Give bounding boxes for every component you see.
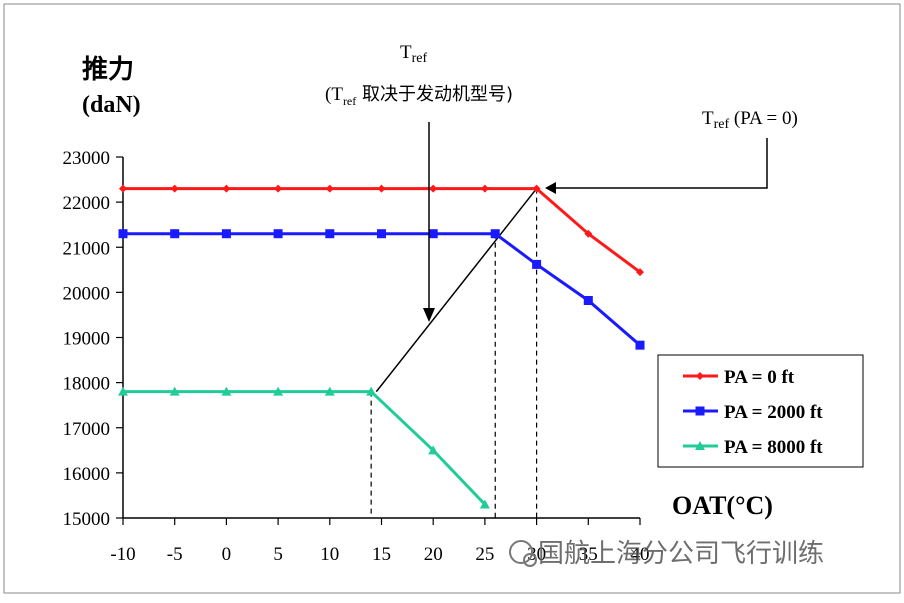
watermark: 国航上海分公司飞行训练 xyxy=(509,539,824,569)
tref-pa0-arrow-head xyxy=(545,182,556,194)
series-3 xyxy=(118,386,490,509)
svg-text:Tref: Tref xyxy=(400,42,427,66)
diamond-marker xyxy=(584,229,593,238)
tref-annotation: Tref (Tref 取决于发动机型号) xyxy=(325,42,513,322)
axes: -10 -5 0 5 10 15 20 25 30 35 401500016000170001800… xyxy=(63,148,650,565)
tref-pa0-arrow-line xyxy=(552,138,768,189)
square-marker xyxy=(325,229,335,239)
svg-text:(Tref 取决于发动机型号): (Tref 取决于发动机型号) xyxy=(325,84,513,108)
triangle-marker xyxy=(273,386,284,396)
diamond-marker xyxy=(429,184,438,193)
watermark-logo-icon xyxy=(509,540,533,564)
diamond-marker xyxy=(696,372,704,380)
square-marker xyxy=(273,229,283,239)
tref-engine-rest: 取决于发动机型号) xyxy=(356,84,513,105)
legend: PA = 0 ft PA = 2000 ft PA = 8000 ft xyxy=(657,354,864,468)
x-tick-label: 15 xyxy=(372,544,391,565)
y-tick-label: 15000 xyxy=(63,509,111,530)
y-tick-label: 20000 xyxy=(63,283,111,304)
diamond-marker xyxy=(480,184,489,193)
diamond-marker xyxy=(222,184,231,193)
tref-label: T xyxy=(400,42,412,63)
chart-border xyxy=(3,3,901,594)
y-tick-label: 19000 xyxy=(63,329,111,350)
legend-item: PA = 2000 ft xyxy=(683,402,823,423)
triangle-marker xyxy=(695,441,705,450)
legend-label: PA = 2000 ft xyxy=(724,402,823,423)
tref-pa0-sub: ref xyxy=(714,117,730,132)
triangle-marker xyxy=(221,386,232,396)
tref-pa0-label: T xyxy=(702,108,714,129)
watermark-text: 国航上海分公司飞行训练 xyxy=(538,539,824,569)
square-marker xyxy=(221,229,231,239)
diamond-marker xyxy=(119,184,127,193)
y-tick-label: 17000 xyxy=(63,419,111,440)
x-tick-label: 20 xyxy=(424,544,443,565)
triangle-marker xyxy=(324,386,335,396)
square-marker xyxy=(583,295,593,305)
tref-engine-sub: ref xyxy=(343,94,356,108)
square-marker xyxy=(118,229,128,239)
triangle-marker xyxy=(428,445,439,455)
watermark-logo-dot-icon xyxy=(523,553,537,567)
legend-label: PA = 0 ft xyxy=(724,367,795,388)
series-layer xyxy=(118,184,645,509)
y-tick-label: 18000 xyxy=(63,374,111,395)
diamond-marker xyxy=(377,184,386,193)
series-2 xyxy=(118,229,645,350)
guide-lines xyxy=(370,188,538,518)
x-tick-label: 10 xyxy=(320,544,339,565)
x-axis-title: OAT(°C) xyxy=(672,491,773,520)
legend-label: PA = 8000 ft xyxy=(724,437,823,458)
legend-item: PA = 0 ft xyxy=(683,367,795,388)
svg-text:Tref (PA = 0): Tref (PA = 0) xyxy=(702,108,798,132)
triangle-marker xyxy=(366,386,377,396)
x-tick-label: 0 xyxy=(222,544,232,565)
triangle-marker xyxy=(118,386,128,396)
y-axis-title: 推力 xyxy=(82,55,134,84)
square-marker xyxy=(532,259,542,269)
diamond-marker xyxy=(325,184,334,193)
x-tick-label: 25 xyxy=(475,544,494,565)
square-marker xyxy=(490,229,500,239)
square-marker xyxy=(170,229,180,239)
series-line xyxy=(123,232,641,347)
y-tick-label: 21000 xyxy=(63,238,111,259)
tref-engine-open: (T xyxy=(325,84,343,105)
tref-pa0-annotation: Tref (PA = 0) xyxy=(545,108,798,194)
diamond-marker xyxy=(636,268,644,277)
x-tick-label: 5 xyxy=(273,544,283,565)
diamond-marker xyxy=(170,184,179,193)
triangle-marker xyxy=(479,499,490,509)
x-tick-label: -5 xyxy=(167,544,183,565)
tref-arrow-head xyxy=(423,308,435,322)
tref-slope-line xyxy=(375,188,538,393)
y-axis-unit: (daN) xyxy=(82,92,141,118)
tref-sub: ref xyxy=(412,51,428,66)
series-1 xyxy=(119,184,644,277)
y-tick-label: 22000 xyxy=(63,193,111,214)
y-tick-label: 23000 xyxy=(63,148,111,169)
square-marker xyxy=(428,229,438,239)
series-line xyxy=(123,390,486,506)
legend-item: PA = 8000 ft xyxy=(683,437,823,458)
square-marker xyxy=(377,229,386,239)
triangle-marker xyxy=(169,386,180,396)
square-marker xyxy=(695,406,705,416)
square-marker xyxy=(635,340,645,350)
diamond-marker xyxy=(532,184,541,193)
y-tick-label: 16000 xyxy=(63,464,111,485)
tref-pa0-rest: (PA = 0) xyxy=(729,108,798,129)
x-tick-label: 35 xyxy=(579,544,598,565)
diamond-marker xyxy=(274,184,283,193)
x-tick-label: 40 xyxy=(631,544,650,565)
x-tick-label: -10 xyxy=(110,544,135,565)
